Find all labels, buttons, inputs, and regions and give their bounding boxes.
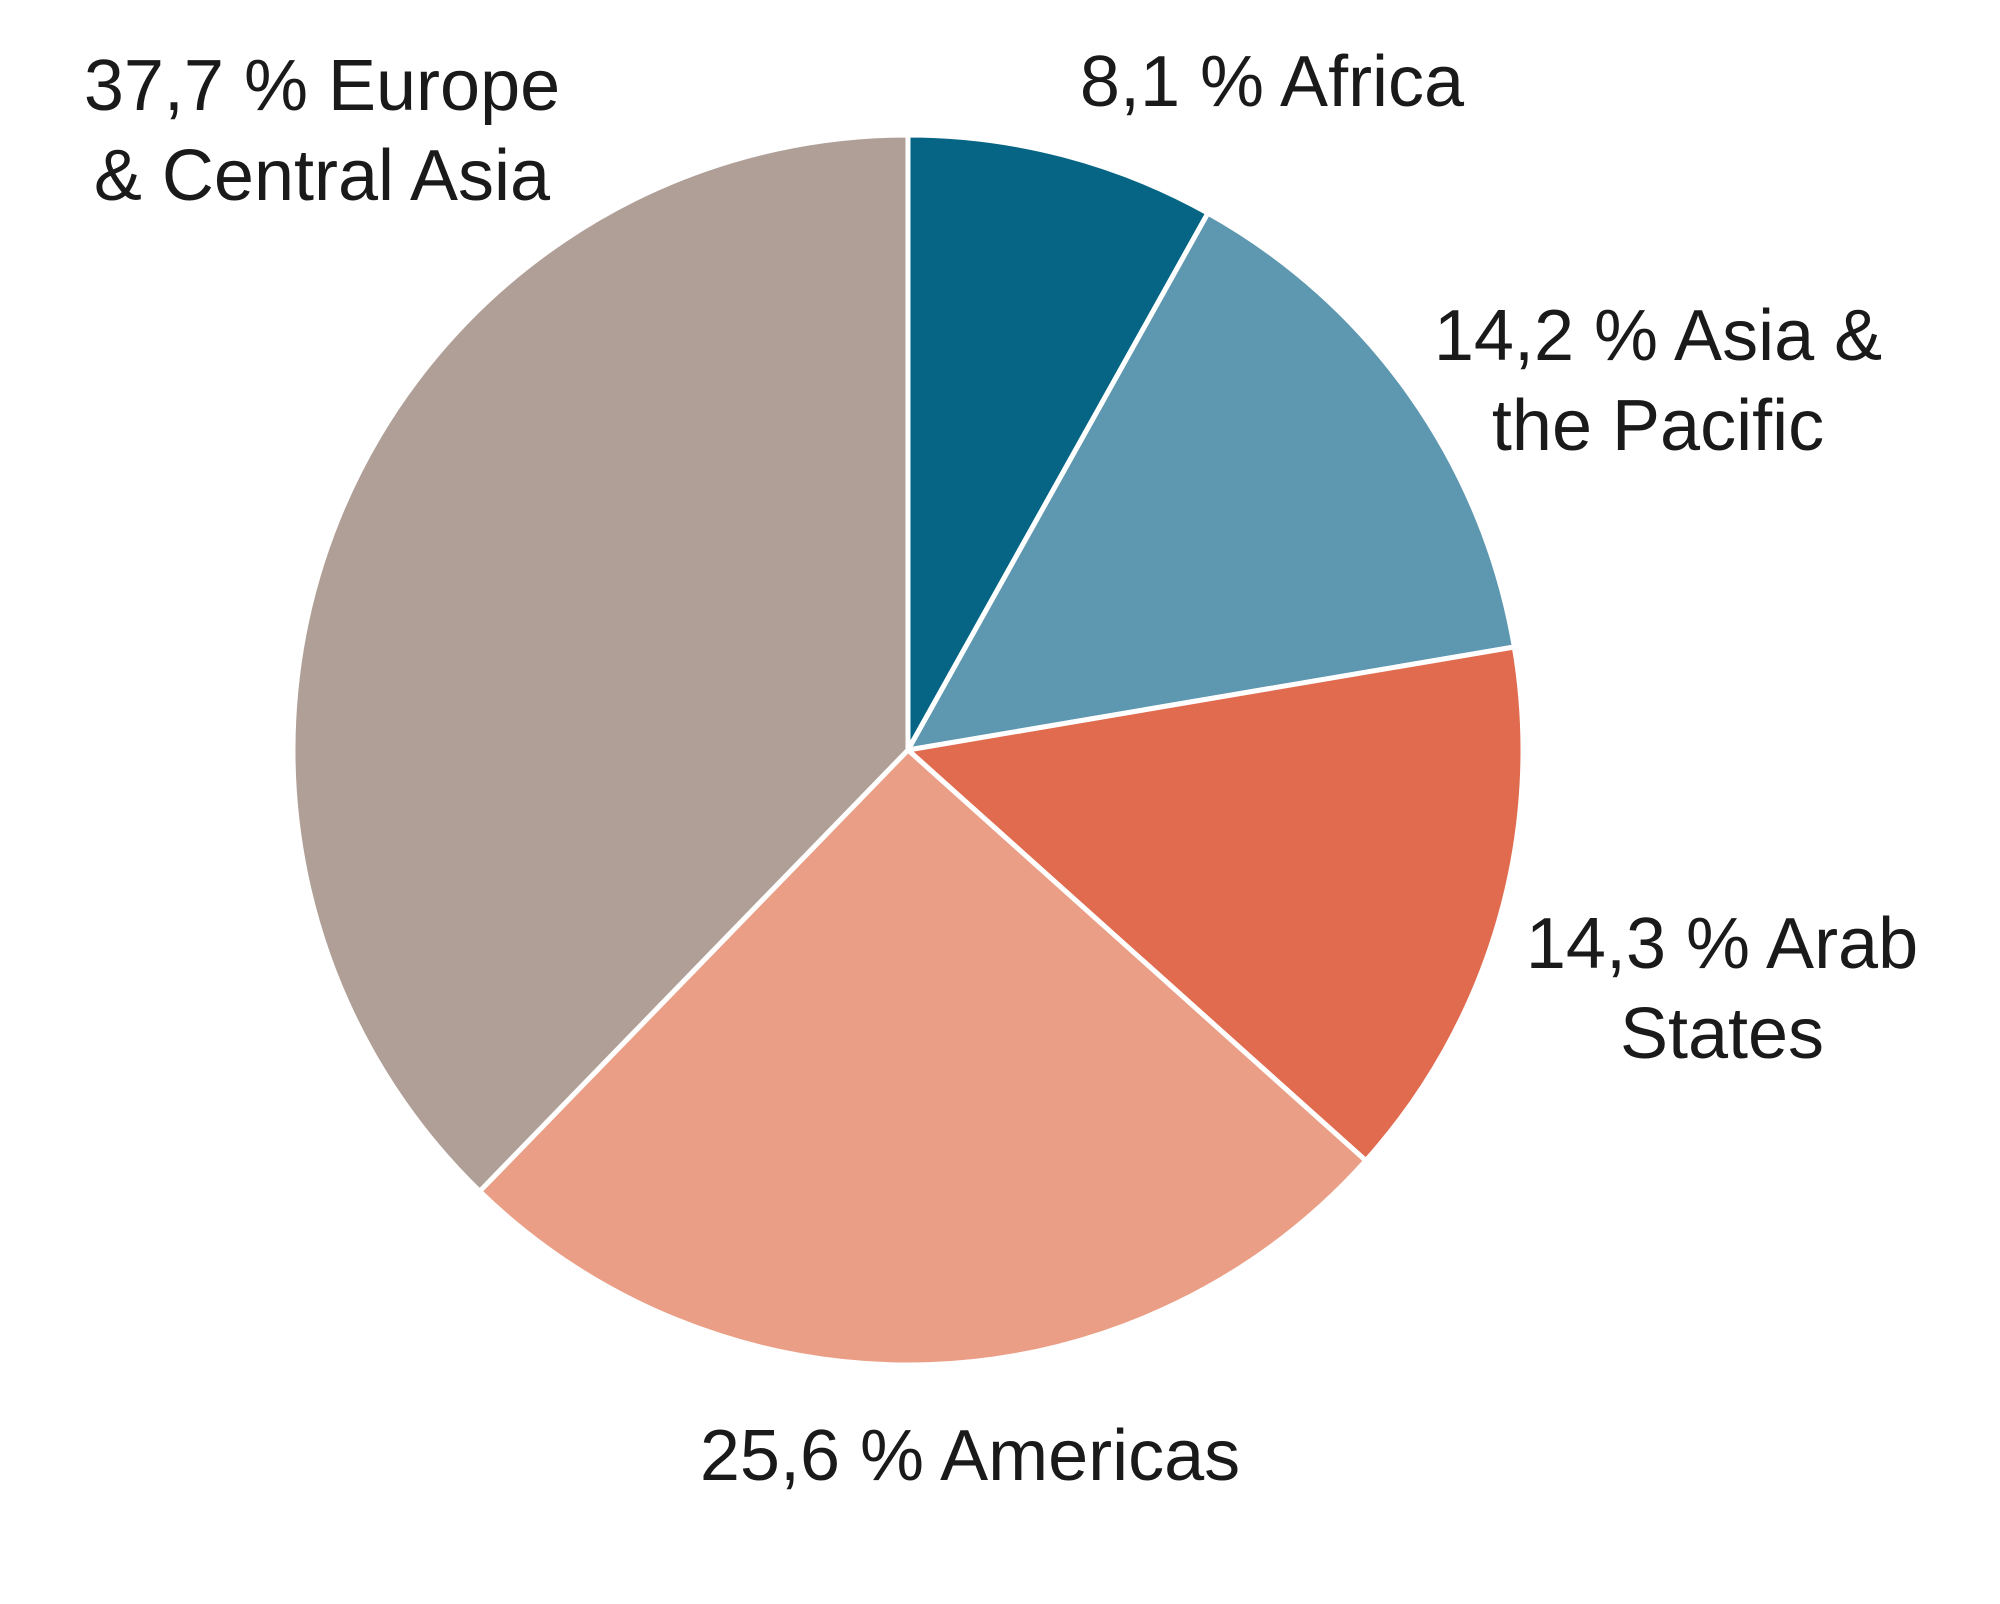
pie-label-line: the Pacific (1492, 386, 1824, 466)
pie-slice-asia-and-the-pacific (905, 210, 1517, 753)
pie-label-line: 14,3 % Arab (1526, 904, 1918, 984)
pie-label-line: 8,1 % Africa (1080, 42, 1465, 122)
pie-label-line: States (1620, 994, 1824, 1074)
pie-label-americas: 25,6 % Americas (700, 1416, 1240, 1496)
pie-label-arab-states: 14,3 % Arab States (1526, 904, 1918, 1074)
pie-slice-arab-states (905, 644, 1526, 1164)
pie-slices (290, 132, 1526, 1368)
pie-slice-europe-and-central-asia (290, 132, 911, 1194)
pie-label-line: & Central Asia (94, 136, 551, 216)
pie-label-line: 25,6 % Americas (700, 1416, 1240, 1496)
pie-label-line: 37,7 % Europe (84, 46, 560, 126)
pie-label-asia-and-the-pacific: 14,2 % Asia & the Pacific (1434, 296, 1882, 466)
pie-label-line: 14,2 % Asia & (1434, 296, 1882, 376)
pie-label-africa: 8,1 % Africa (1080, 42, 1465, 122)
pie-labels: 8,1 % Africa 14,2 % Asia & the Pacific 14,3… (84, 42, 1918, 1496)
pie-label-europe-and-central-asia: 37,7 % Europe & Central Asia (84, 46, 560, 216)
pie-slice-africa (905, 132, 1211, 753)
pie-slice-americas (477, 747, 1369, 1368)
